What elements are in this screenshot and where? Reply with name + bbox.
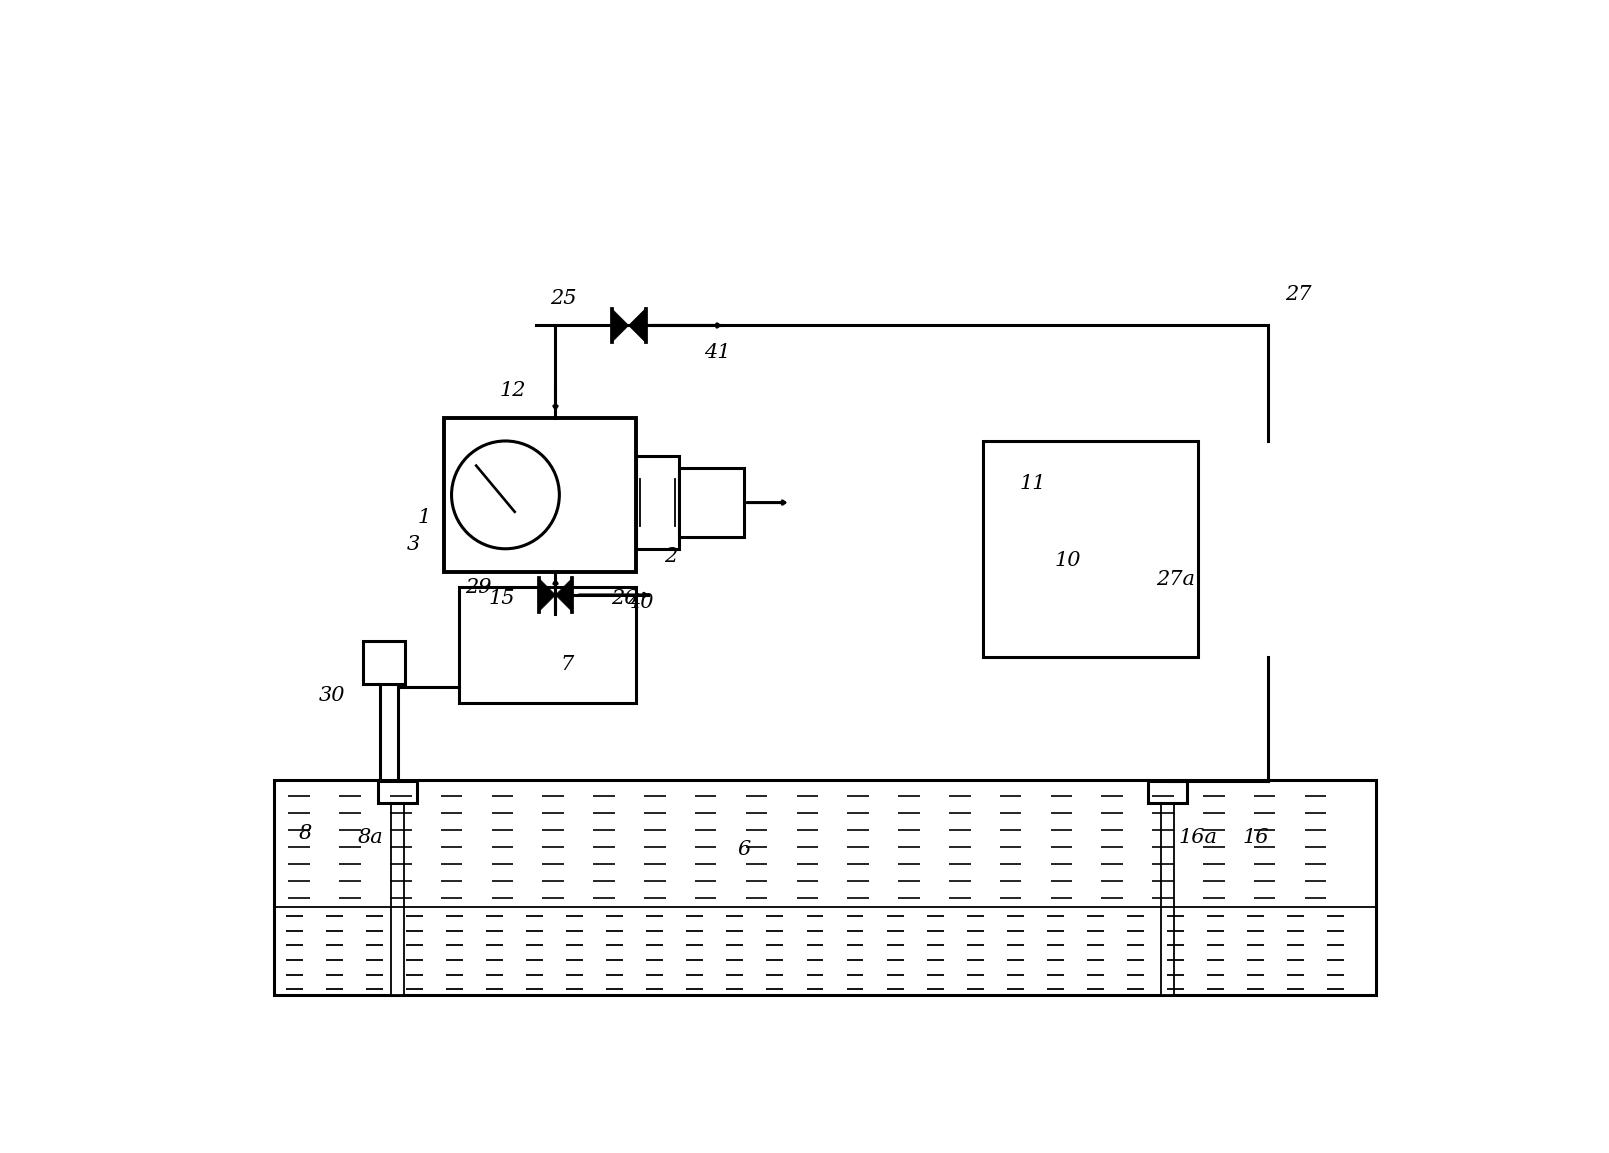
Text: 30: 30	[319, 686, 346, 704]
Bar	[459, 587, 636, 703]
Text: 15: 15	[489, 589, 515, 609]
Polygon shape	[629, 309, 645, 342]
Polygon shape	[555, 578, 573, 612]
Text: 25: 25	[550, 289, 576, 308]
Text: 16: 16	[1242, 828, 1270, 847]
Text: 2: 2	[665, 547, 677, 566]
Polygon shape	[539, 578, 555, 612]
Text: 10: 10	[1054, 551, 1081, 570]
Bar	[378, 782, 417, 802]
Text: 1: 1	[418, 508, 431, 527]
Text: 7: 7	[560, 655, 574, 673]
Bar	[275, 779, 1376, 995]
Text: 29: 29	[465, 578, 492, 597]
Polygon shape	[611, 309, 629, 342]
Text: 16a: 16a	[1179, 828, 1218, 847]
Text: 41: 41	[705, 342, 730, 362]
Bar	[444, 417, 636, 572]
Bar	[364, 641, 405, 684]
Text: 40: 40	[628, 593, 653, 612]
Text: 6: 6	[737, 839, 751, 859]
Bar	[679, 468, 743, 537]
Bar	[636, 457, 679, 549]
Bar	[391, 802, 404, 995]
Text: 12: 12	[500, 382, 526, 400]
Text: 8: 8	[299, 824, 312, 843]
Text: 11: 11	[1020, 474, 1046, 492]
Text: 27a: 27a	[1155, 570, 1195, 589]
Bar	[1162, 802, 1175, 995]
Text: 8a: 8a	[357, 828, 383, 847]
Bar	[1149, 782, 1187, 802]
Bar	[983, 440, 1199, 656]
Text: 26: 26	[611, 589, 639, 609]
Text: 27: 27	[1286, 285, 1311, 304]
Text: 3: 3	[407, 535, 420, 555]
